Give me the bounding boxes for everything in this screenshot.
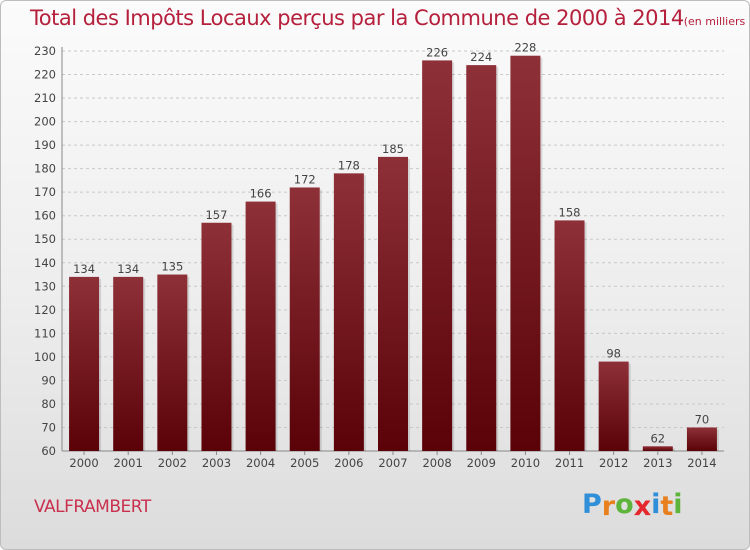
bar-2006[interactable] — [333, 173, 364, 451]
x-tick-label: 2007 — [378, 456, 407, 470]
bar-2000[interactable] — [69, 276, 100, 451]
y-tick-label: 230 — [34, 44, 56, 58]
value-label: 98 — [606, 347, 621, 361]
y-tick-label: 190 — [34, 138, 56, 152]
bar-2007[interactable] — [378, 156, 408, 451]
bar-2013[interactable] — [642, 446, 673, 451]
y-tick-label: 90 — [41, 373, 56, 387]
y-tick-label: 170 — [34, 185, 56, 199]
value-label: 62 — [650, 431, 665, 445]
value-label: 226 — [426, 45, 448, 59]
value-label: 228 — [514, 41, 536, 55]
bar-2004[interactable] — [245, 201, 276, 451]
logo-letter: r — [601, 491, 616, 522]
y-tick-label: 210 — [34, 91, 56, 105]
value-label: 185 — [382, 142, 404, 156]
chart-title: Total des Impôts Locaux perçus par la Co… — [30, 6, 749, 30]
label-layer: 60 70 80 90 100 110 120 130 140 150 160 170 180 190 20… — [34, 41, 717, 470]
chart-title-main: Total des Impôts Locaux perçus par la Co… — [30, 6, 684, 30]
bar-2005[interactable] — [289, 187, 320, 451]
y-tick-label: 220 — [34, 68, 56, 82]
chart-title-unit: (en milliers d'€) — [683, 15, 749, 28]
y-tick-label: 60 — [41, 444, 56, 458]
value-label: 134 — [117, 262, 139, 276]
value-label: 178 — [338, 158, 360, 172]
logo-letter: i — [651, 489, 661, 520]
y-tick-label: 150 — [34, 232, 56, 246]
value-label: 166 — [250, 187, 272, 201]
bar-2014[interactable] — [686, 427, 717, 451]
y-tick-label: 80 — [41, 397, 56, 411]
x-tick-label: 2009 — [467, 456, 496, 470]
logo-letter: t — [660, 491, 674, 522]
x-tick-label: 2014 — [687, 456, 716, 470]
x-tick-label: 2011 — [555, 456, 584, 470]
value-label: 135 — [161, 260, 183, 274]
value-label: 172 — [294, 172, 316, 186]
commune-name: VALFRAMBERT — [34, 497, 151, 517]
value-label: 134 — [73, 262, 95, 276]
x-tick-label: 2004 — [246, 456, 275, 470]
value-label: 158 — [559, 205, 581, 219]
y-tick-label: 160 — [34, 209, 56, 223]
value-label: 70 — [695, 412, 710, 426]
x-tick-label: 2005 — [290, 456, 319, 470]
bar-layer — [69, 55, 719, 452]
bar-2010[interactable] — [510, 55, 541, 452]
bar-2003[interactable] — [201, 222, 232, 451]
y-tick-label: 140 — [34, 256, 56, 270]
y-tick-label: 130 — [34, 279, 56, 293]
bar-2001[interactable] — [113, 276, 144, 451]
value-label: 157 — [205, 208, 227, 222]
y-tick-label: 200 — [34, 115, 56, 129]
bar-2008[interactable] — [422, 60, 453, 451]
bar-2011[interactable] — [554, 220, 585, 451]
x-tick-label: 2003 — [202, 456, 231, 470]
x-tick-label: 2001 — [114, 456, 143, 470]
logo-letter: P — [582, 489, 602, 520]
x-tick-label: 2013 — [643, 456, 672, 470]
value-label: 224 — [470, 50, 492, 64]
proxiti-logo[interactable]: Proxiti — [582, 489, 683, 522]
bar-2009[interactable] — [466, 65, 497, 451]
y-tick-label: 70 — [41, 420, 56, 434]
x-tick-label: 2000 — [69, 456, 98, 470]
y-tick-label: 180 — [34, 162, 56, 176]
y-tick-label: 110 — [34, 326, 56, 340]
x-tick-label: 2012 — [599, 456, 628, 470]
logo-letter: x — [633, 491, 652, 522]
x-tick-label: 2008 — [422, 456, 451, 470]
y-tick-label: 100 — [34, 350, 56, 364]
x-tick-label: 2010 — [511, 456, 540, 470]
y-tick-label: 120 — [34, 303, 56, 317]
x-tick-label: 2002 — [158, 456, 187, 470]
bar-2012[interactable] — [598, 361, 629, 451]
logo-letter: i — [673, 489, 683, 520]
bar-2002[interactable] — [157, 274, 188, 451]
x-tick-label: 2006 — [334, 456, 363, 470]
logo-letter: o — [615, 489, 634, 520]
